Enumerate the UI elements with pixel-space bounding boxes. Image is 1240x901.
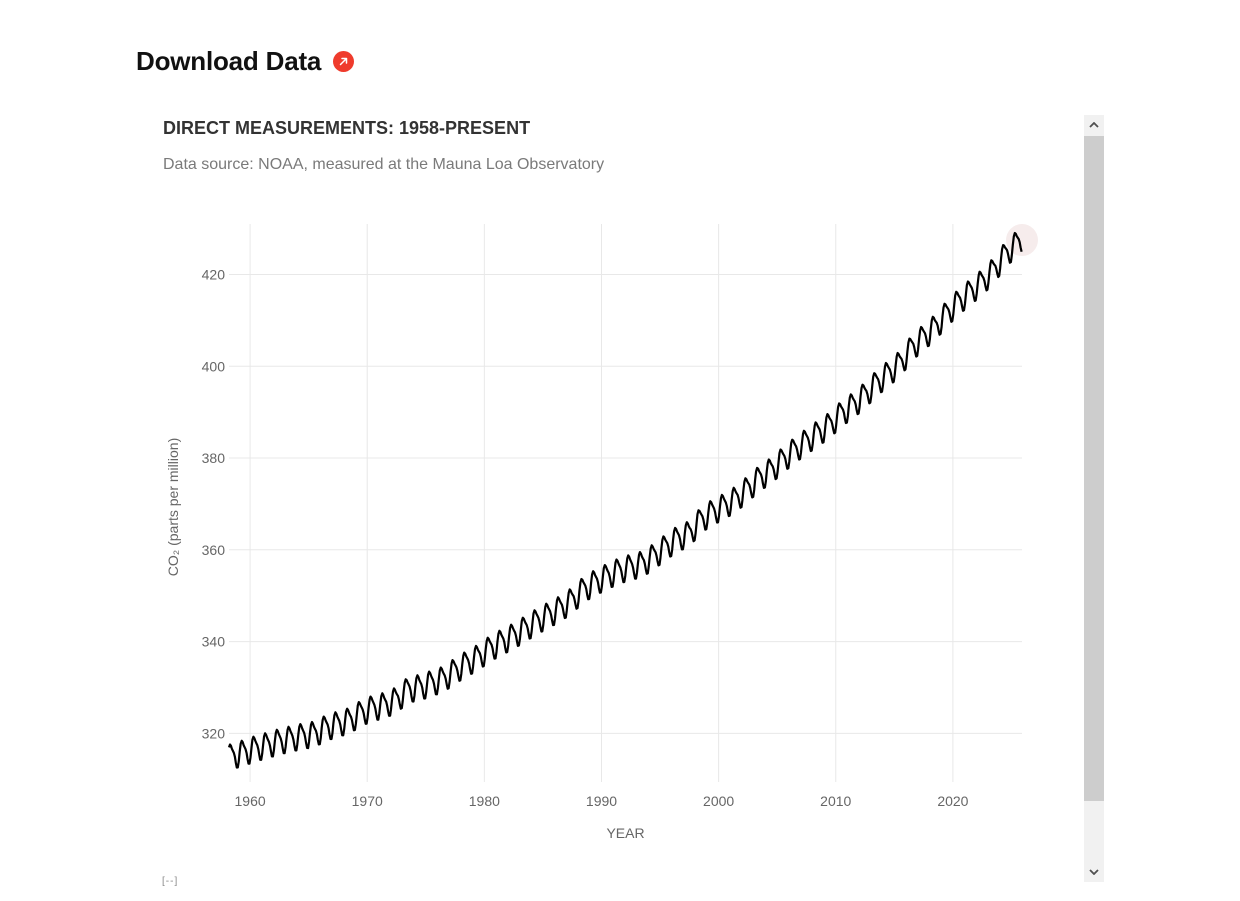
x-tick-label: 1980: [469, 793, 500, 809]
external-link-button[interactable]: [333, 51, 355, 72]
x-tick-label: 1990: [586, 793, 617, 809]
x-tick-label: 1960: [235, 793, 266, 809]
y-tick-label: 380: [202, 450, 226, 466]
y-gridlines: [229, 273, 1022, 734]
scroll-down-button[interactable]: [1084, 862, 1104, 882]
x-tick-label: 2020: [937, 793, 968, 809]
chart-subtitle: Data source: NOAA, measured at the Mauna…: [163, 156, 605, 173]
arrow-up-right-icon: [339, 57, 348, 66]
chart-panel: DIRECT MEASUREMENTS: 1958-PRESENT Data s…: [136, 114, 1104, 882]
page-title: Download Data: [136, 46, 322, 76]
scroll-up-button[interactable]: [1084, 115, 1104, 135]
x-axis-title: YEAR: [606, 825, 644, 841]
x-tick-labels: 1960 1970 1980 1990 2000 2010 2020: [235, 793, 969, 809]
y-tick-label: 320: [202, 725, 226, 741]
y-tick-label: 360: [202, 542, 226, 558]
x-tick-label: 1970: [352, 793, 383, 809]
page-heading: Download Data: [136, 46, 355, 77]
y-axis-title: CO₂ (parts per million): [165, 438, 181, 576]
chart-title: DIRECT MEASUREMENTS: 1958-PRESENT: [163, 118, 531, 138]
latest-point-highlight[interactable]: [1006, 224, 1038, 257]
co2-series-line[interactable]: [227, 231, 1023, 769]
chevron-down-icon: [1089, 869, 1099, 875]
scroll-thumb[interactable]: [1084, 136, 1104, 801]
vertical-scrollbar[interactable]: [1084, 115, 1104, 882]
chevron-up-icon: [1089, 122, 1099, 128]
y-tick-labels: 320 340 360 380 400 420: [202, 266, 226, 741]
y-tick-label: 400: [202, 358, 226, 374]
next-section-stub: [--]: [162, 876, 179, 887]
y-tick-label: 340: [202, 634, 226, 650]
co2-line-chart: 1960 1970 1980 1990 2000 2010 2020 320 340 360 38…: [165, 224, 1038, 841]
x-tick-label: 2010: [820, 793, 851, 809]
x-tick-label: 2000: [703, 793, 734, 809]
y-tick-label: 420: [202, 266, 226, 282]
x-gridlines: [249, 224, 954, 782]
